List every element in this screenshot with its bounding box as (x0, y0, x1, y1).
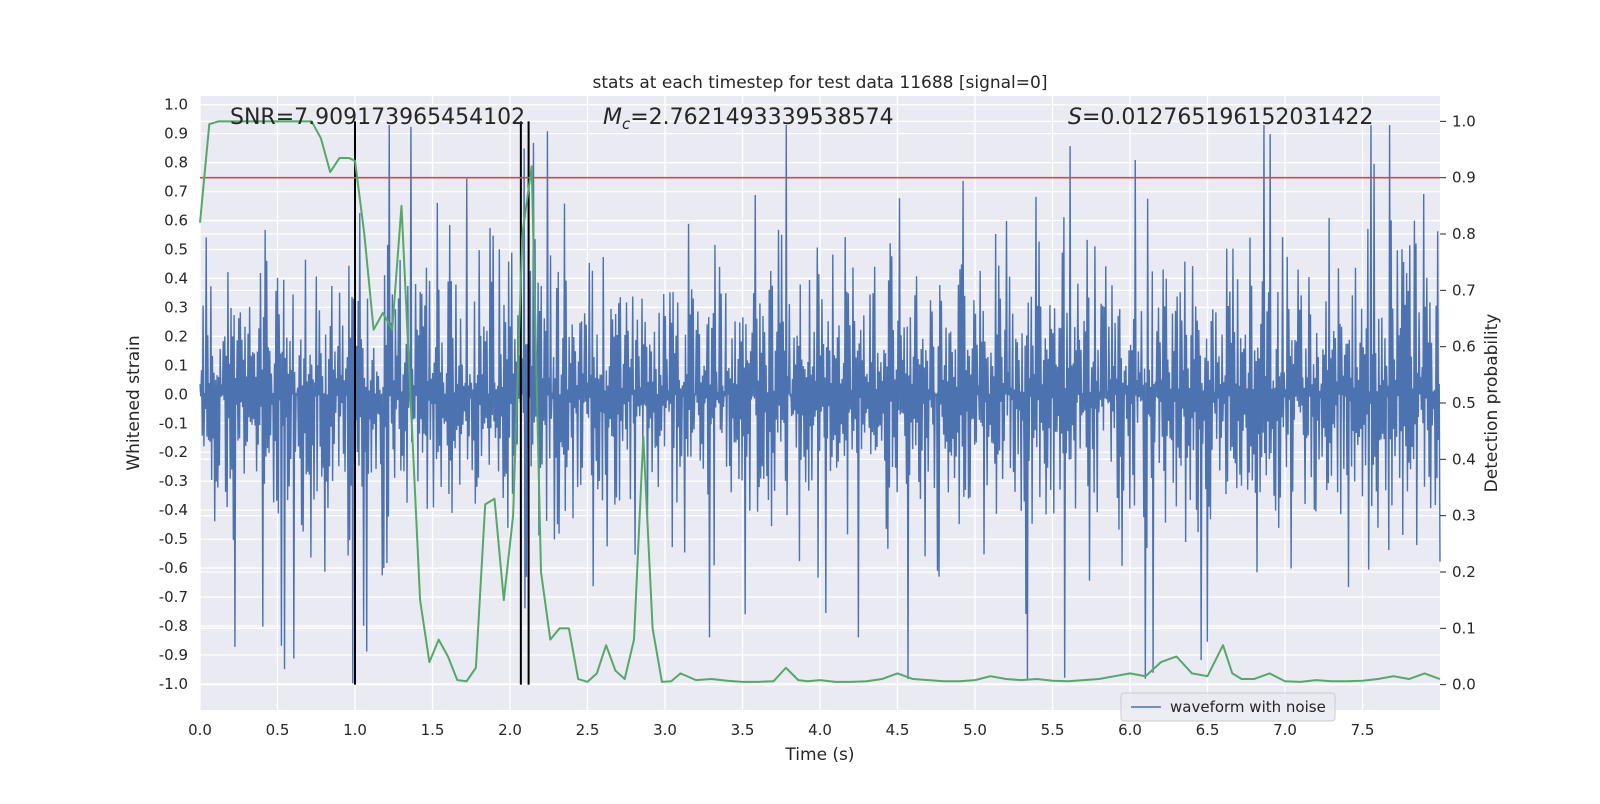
x-tick-label: 5.5 (1041, 721, 1065, 739)
y-right-tick-label: 0.4 (1452, 450, 1476, 468)
x-tick-label: 7.5 (1351, 721, 1375, 739)
x-tick-label: 2.5 (576, 721, 600, 739)
y-right-tick-label: 0.9 (1452, 169, 1476, 187)
y-left-tick-label: -1.0 (159, 675, 188, 693)
y-right-tick-label: 0.8 (1452, 225, 1476, 243)
y-left-tick-label: -0.4 (159, 501, 188, 519)
chirp-mass-symbol: M (603, 105, 622, 130)
y-left-tick-label: -0.5 (159, 530, 188, 548)
axis-layer: 0.0 0.5 1.0 1.5 2.0 2.5 3.0 3.5 4.0 4.5 5.0 5.5 6.0 6… (159, 96, 1476, 739)
y-left-axis-label: Whitened strain (124, 335, 144, 470)
y-left-tick-label: -0.8 (159, 617, 188, 635)
waveform-series-line (199, 124, 1441, 684)
x-tick-label: 4.0 (808, 721, 832, 739)
y-left-tick-label: 0.4 (164, 269, 188, 287)
chart-title: stats at each timestep for test data 116… (593, 73, 1048, 93)
y-left-tick-label: 0.3 (164, 298, 188, 316)
x-tick-label: 6.0 (1118, 721, 1142, 739)
chirp-mass-annotation: Mc=2.7621493339538574 (603, 105, 894, 133)
y-left-tick-label: 0.8 (164, 154, 188, 172)
y-left-tick-label: -0.1 (159, 414, 188, 432)
y-right-tick-label: 0.5 (1452, 394, 1476, 412)
y-right-tick-label: 0.7 (1452, 281, 1476, 299)
y-left-tick-label: 1.0 (164, 96, 188, 114)
x-tick-label: 5.0 (963, 721, 987, 739)
x-tick-label: 1.0 (343, 721, 367, 739)
x-tick-label: 0.0 (188, 721, 212, 739)
y-left-tick-label: 0.9 (164, 125, 188, 143)
y-right-tick-label: 1.0 (1452, 112, 1476, 130)
probability-series-line (199, 120, 1441, 683)
legend-label-waveform: waveform with noise (1170, 698, 1326, 716)
probability-layer (199, 120, 1441, 683)
y-left-tick-label: 0.2 (164, 327, 188, 345)
y-left-tick-label: 0.7 (164, 183, 188, 201)
y-right-tick-label: 0.3 (1452, 507, 1476, 525)
snr-stat-annotation: S=0.012765196152031422 (1068, 105, 1373, 130)
y-left-tick-label: -0.7 (159, 588, 188, 606)
x-tick-label: 4.5 (886, 721, 910, 739)
y-right-tick-label: 0.1 (1452, 619, 1476, 637)
marker-layer (354, 121, 530, 685)
y-left-tick-label: -0.2 (159, 443, 188, 461)
chirp-mass-subscript: c (622, 115, 631, 133)
y-left-tick-label: -0.3 (159, 472, 188, 490)
chirp-mass-value: =2.7621493339538574 (630, 105, 893, 130)
legend-box (1120, 692, 1336, 722)
y-right-tick-label: 0.0 (1452, 676, 1476, 694)
x-tick-label: 3.0 (653, 721, 677, 739)
x-axis-label: Time (s) (784, 745, 854, 765)
s-value: =0.012765196152031422 (1082, 105, 1373, 130)
x-tick-label: 2.0 (498, 721, 522, 739)
y-right-axis-label: Detection probability (1482, 314, 1502, 493)
x-tick-label: 1.5 (421, 721, 445, 739)
y-left-tick-label: 0.5 (164, 241, 188, 259)
y-left-tick-label: 0.1 (164, 356, 188, 374)
x-tick-label: 6.5 (1196, 721, 1220, 739)
y-left-tick-label: 0.0 (164, 385, 188, 403)
x-tick-label: 0.5 (266, 721, 290, 739)
y-right-tick-label: 0.6 (1452, 338, 1476, 356)
x-tick-label: 7.0 (1273, 721, 1297, 739)
x-tick-label: 3.5 (731, 721, 755, 739)
legend: waveform with noise (1120, 692, 1336, 722)
y-right-tick-label: 0.2 (1452, 563, 1476, 581)
y-left-tick-label: -0.6 (159, 559, 188, 577)
waveform-layer (199, 124, 1441, 684)
s-symbol: S (1068, 105, 1082, 130)
y-left-tick-label: 0.6 (164, 212, 188, 230)
snr-annotation: SNR=7.909173965454102 (230, 105, 525, 130)
y-left-tick-label: -0.9 (159, 646, 188, 664)
